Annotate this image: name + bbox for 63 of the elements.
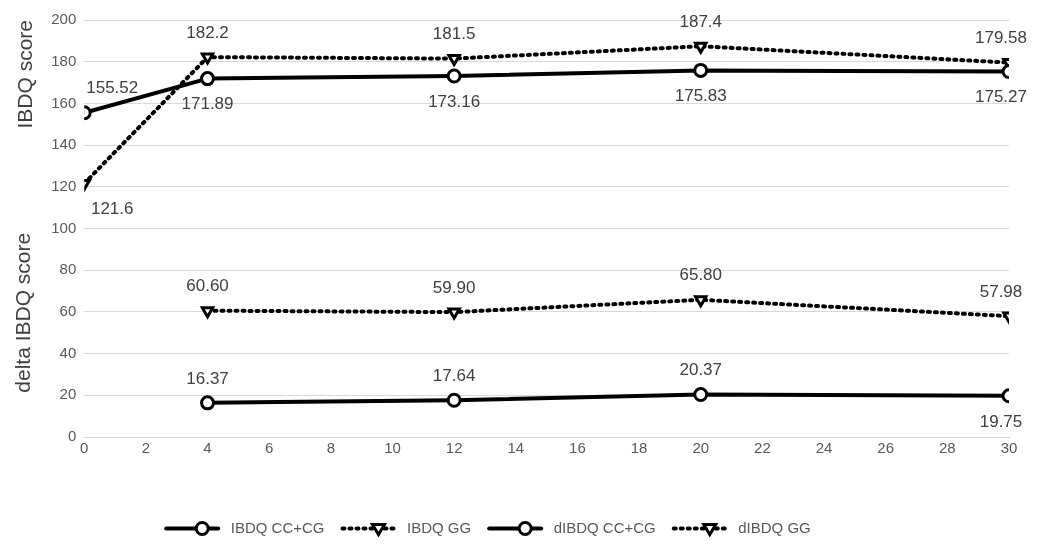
data-label: 121.6 bbox=[90, 199, 134, 219]
data-label: 179.58 bbox=[975, 28, 1027, 48]
y-tick-label: 180 bbox=[51, 51, 77, 69]
point bbox=[694, 41, 708, 54]
data-label: 155.52 bbox=[86, 78, 139, 98]
data-label: 175.27 bbox=[975, 87, 1027, 107]
data-label: 19.75 bbox=[979, 411, 1023, 431]
y-tick-label: 200 bbox=[51, 10, 77, 28]
data-label: 20.37 bbox=[679, 360, 723, 380]
data-label: 187.4 bbox=[679, 11, 723, 31]
y-tick-label: 40 bbox=[59, 343, 77, 361]
point bbox=[447, 54, 461, 67]
x-tick-label: 28 bbox=[939, 439, 956, 457]
point bbox=[200, 52, 215, 65]
x-tick-label: 2 bbox=[141, 439, 151, 457]
legend-label: IBDQ GG bbox=[406, 518, 472, 536]
text: delta IBDQ score bbox=[10, 232, 34, 393]
data-label: 60.60 bbox=[186, 276, 229, 296]
y-tick-label: 80 bbox=[59, 260, 77, 278]
y-tick-label: 160 bbox=[51, 93, 77, 111]
x-tick-label: 10 bbox=[384, 439, 401, 457]
y-tick-label: 0 bbox=[67, 427, 77, 445]
data-label: 175.83 bbox=[674, 86, 727, 106]
x-tick-label: 4 bbox=[203, 439, 212, 457]
y-axis-title: IBDQ score bbox=[13, 20, 37, 129]
data-label: 171.89 bbox=[181, 94, 234, 114]
data-label: 65.80 bbox=[679, 265, 723, 285]
legend-label: dIBDQ GG bbox=[738, 518, 811, 536]
y-tick-label: 20 bbox=[59, 385, 77, 403]
data-label: 57.98 bbox=[979, 281, 1023, 301]
legend-label: IBDQ CC+CG bbox=[230, 518, 325, 536]
x-tick-label: 0 bbox=[80, 439, 89, 457]
y-tick-label: 100 bbox=[51, 218, 77, 236]
data-label: 16.37 bbox=[186, 368, 229, 388]
point bbox=[693, 387, 709, 403]
data-label: 181.5 bbox=[432, 24, 476, 44]
x-tick-label: 6 bbox=[265, 439, 274, 457]
x-tick-label: 30 bbox=[1000, 439, 1018, 457]
y-tick-label: 60 bbox=[59, 302, 77, 320]
data-label: 17.64 bbox=[432, 365, 476, 385]
x-tick-label: 20 bbox=[692, 439, 710, 457]
point bbox=[447, 307, 461, 320]
x-tick-label: 26 bbox=[877, 439, 895, 457]
point bbox=[694, 295, 708, 308]
data-label: 182.2 bbox=[186, 22, 229, 42]
point bbox=[200, 71, 216, 87]
point bbox=[200, 395, 216, 411]
legend-label: dIBDQ CC+CG bbox=[553, 518, 656, 536]
x-tick-label: 14 bbox=[507, 439, 525, 457]
data-label: 173.16 bbox=[428, 91, 481, 111]
point bbox=[200, 306, 215, 319]
point bbox=[693, 62, 709, 78]
y-tick-label: 120 bbox=[51, 176, 77, 194]
point bbox=[446, 392, 462, 408]
y-tick-label: 140 bbox=[51, 135, 77, 153]
point bbox=[446, 68, 462, 84]
x-tick-label: 18 bbox=[630, 439, 648, 457]
data-label: 59.90 bbox=[432, 277, 476, 297]
x-tick-label: 16 bbox=[569, 439, 586, 457]
x-tick-label: 12 bbox=[445, 439, 463, 457]
x-tick-label: 24 bbox=[815, 439, 833, 457]
x-tick-label: 8 bbox=[326, 439, 335, 457]
x-tick-label: 22 bbox=[754, 439, 771, 457]
